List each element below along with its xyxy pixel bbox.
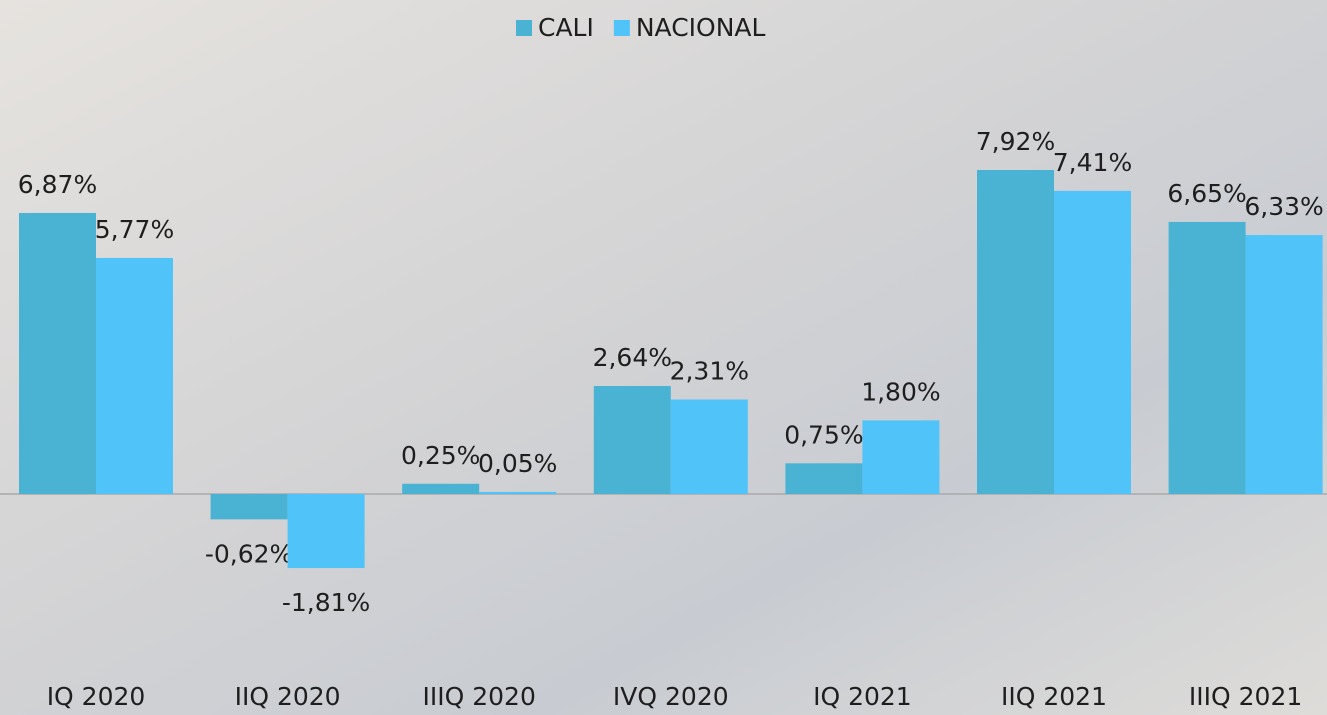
bar — [977, 170, 1054, 494]
x-tick-label: IIIQ 2020 — [423, 682, 536, 711]
legend-swatch — [613, 20, 630, 36]
bar — [479, 491, 557, 494]
bar — [593, 386, 671, 494]
legend-swatch — [516, 20, 532, 36]
legend-label: CALI — [538, 13, 594, 42]
value-label: 7,41% — [1053, 148, 1132, 177]
bar — [1168, 221, 1246, 495]
value-label: -1,81% — [282, 588, 370, 617]
x-tick-label: IIIQ 2021 — [1189, 682, 1302, 711]
bar — [96, 257, 173, 494]
x-tick-label: IVQ 2020 — [613, 682, 729, 711]
bar — [402, 483, 480, 494]
value-label: 0,25% — [401, 441, 480, 470]
bar — [19, 212, 96, 495]
value-label: 0,05% — [478, 449, 557, 478]
x-tick-label: IIQ 2021 — [1001, 682, 1107, 711]
value-label: 5,77% — [95, 215, 174, 244]
value-label: 6,33% — [1244, 192, 1323, 221]
value-label: 0,75% — [784, 420, 863, 449]
value-label: 7,92% — [976, 127, 1055, 156]
value-label: 1,80% — [861, 377, 940, 406]
bar — [670, 399, 748, 494]
x-tick-label: IIQ 2020 — [235, 682, 341, 711]
bar — [210, 494, 288, 520]
x-tick-label: IQ 2020 — [47, 682, 146, 711]
bar — [785, 463, 863, 494]
legend-label: NACIONAL — [636, 13, 766, 42]
value-label: 6,87% — [18, 170, 97, 199]
value-label: 2,31% — [670, 357, 749, 386]
x-tick-label: IQ 2021 — [813, 682, 912, 711]
value-label: 2,64% — [593, 343, 672, 372]
value-label: 6,65% — [1167, 179, 1246, 208]
bar — [1245, 235, 1323, 494]
bar — [1054, 190, 1131, 494]
bar — [287, 494, 365, 569]
bar — [862, 420, 940, 494]
value-label: -0,62% — [205, 539, 293, 568]
